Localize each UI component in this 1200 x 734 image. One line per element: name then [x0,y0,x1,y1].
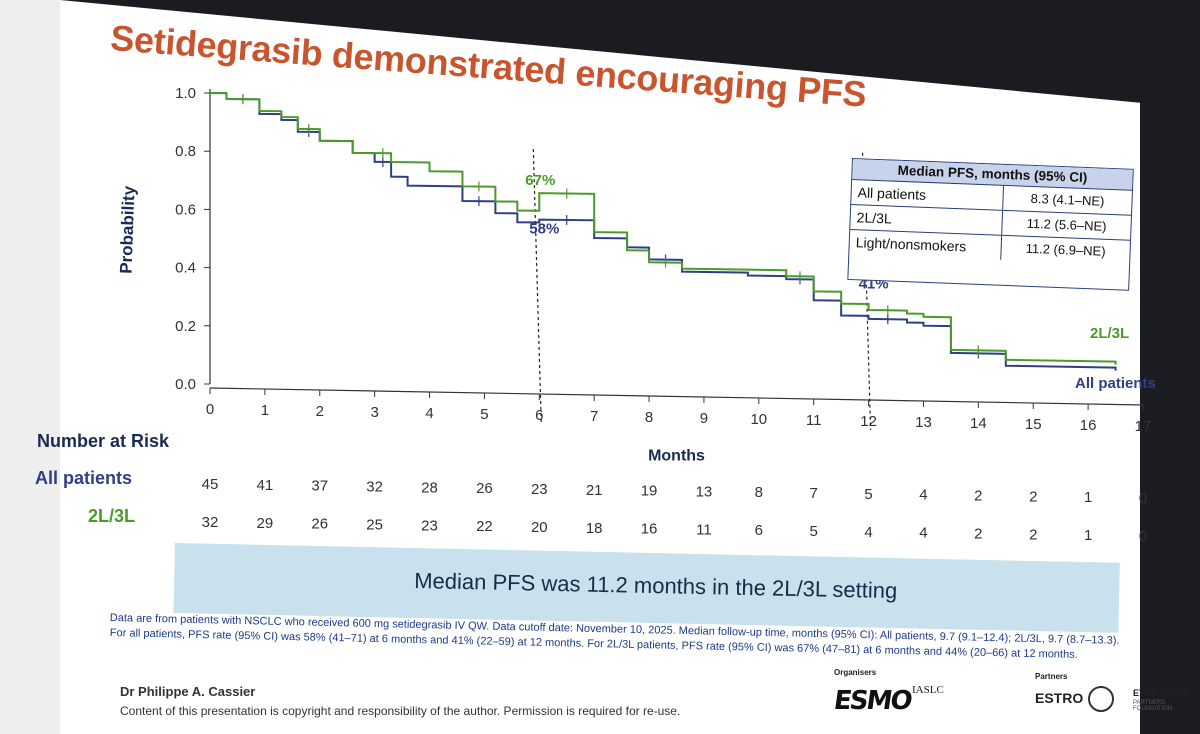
pfs-rate-label: 58% [529,221,559,238]
median-row-value: 8.3 (4.1–NE) [1030,190,1105,209]
logo-strip: Organisers Partners ESMO IASLC ESTRO ETO… [830,668,1190,728]
median-row-label: Light/nonsmokers [849,229,1003,260]
risk-count-all: 28 [421,479,438,496]
risk-count-all: 5 [864,486,872,503]
km-curve-2l-3l [209,92,1117,365]
x-tick-label: 3 [370,404,378,421]
risk-count-2l3l: 25 [366,516,383,533]
iaslc-logo: IASLC [912,684,944,696]
x-tick-label: 2 [316,403,324,420]
risk-count-2l3l: 18 [586,520,603,537]
median-row-value: 11.2 (6.9–NE) [1025,240,1106,259]
x-tick-label: 6 [535,407,543,424]
risk-count-all: 23 [531,481,548,498]
y-tick-label: 0.2 [175,318,196,335]
risk-count-2l3l: 16 [641,521,658,538]
risk-count-all: 0 [1139,490,1147,507]
risk-count-all: 2 [974,488,982,505]
reference-dashed-line [532,149,542,425]
risk-count-2l3l: 26 [311,516,328,533]
y-tick-label: 0.4 [175,260,196,277]
x-tick-label: 13 [915,414,932,431]
x-axis-label: Months [648,448,705,465]
etop-subtitle: PARTNERS FOUNDATION [1133,700,1173,712]
estro-logo: ESTRO [1035,690,1084,706]
risk-count-all: 26 [476,480,493,497]
y-tick-label: 0.0 [175,376,196,393]
risk-label-all: All patients [35,468,132,488]
risk-count-2l3l: 0 [1139,528,1147,545]
copyright-notice: Content of this presentation is copyrigh… [120,704,681,718]
risk-count-2l3l: 29 [257,515,274,532]
risk-count-2l3l: 2 [1029,526,1037,543]
y-axis-label: Probability [116,185,138,274]
projection-edge [0,0,60,734]
author-name: Dr Philippe A. Cassier [120,684,256,699]
median-row-value: 11.2 (5.6–NE) [1026,215,1107,234]
risk-count-all: 7 [810,485,818,502]
etop-logo: ETOP·IBCSG [1133,688,1189,698]
partners-label: Partners [1035,672,1068,681]
pfs-rate-label: 67% [525,172,555,189]
risk-count-all: 1 [1084,489,1092,506]
banner-text: Median PFS was 11.2 months in the 2L/3L … [414,568,898,604]
risk-count-2l3l: 4 [864,524,872,541]
x-tick-label: 11 [806,412,822,429]
x-tick-label: 10 [750,411,767,428]
x-tick-label: 9 [700,410,708,427]
y-tick-label: 0.8 [175,143,196,160]
organisers-label: Organisers [834,668,877,677]
risk-count-2l3l: 2 [974,526,982,543]
risk-count-all: 2 [1029,488,1037,505]
risk-count-all: 4 [919,487,927,504]
risk-count-2l3l: 22 [476,518,493,535]
risk-count-2l3l: 5 [810,523,818,540]
risk-count-all: 8 [755,484,763,501]
risk-count-2l3l: 6 [755,522,763,539]
reference-dashed-line [861,152,872,431]
risk-count-all: 19 [641,483,658,500]
risk-count-all: 45 [202,476,219,493]
x-tick-label: 7 [590,408,598,425]
risk-count-2l3l: 1 [1084,527,1092,544]
series-end-label: All patients [1075,375,1156,392]
x-tick-label: 0 [206,401,214,418]
risk-count-2l3l: 23 [421,517,438,534]
risk-count-all: 41 [257,477,274,494]
x-tick-label: 17 [1135,418,1152,435]
median-pfs-table: Median PFS, months (95% CI) All patients… [847,158,1134,291]
risk-count-all: 32 [366,478,383,495]
risk-label-2l3l: 2L/3L [88,506,135,526]
x-tick-label: 8 [645,409,653,426]
x-tick-label: 14 [970,415,987,432]
risk-count-all: 37 [311,478,328,495]
x-tick-label: 12 [860,413,877,430]
x-tick-label: 5 [480,406,488,423]
risk-count-2l3l: 11 [696,521,712,538]
risk-count-2l3l: 20 [531,519,548,536]
x-tick-label: 4 [425,405,433,422]
x-tick-label: 16 [1080,417,1097,434]
esmo-logo: ESMO [831,686,913,716]
risk-count-2l3l: 32 [202,514,219,531]
x-tick-label: 1 [261,402,269,419]
x-axis-line [209,387,1144,406]
y-tick-label: 1.0 [175,85,196,102]
risk-count-all: 21 [586,482,603,499]
y-tick-label: 0.6 [175,201,196,218]
risk-count-2l3l: 4 [919,525,927,542]
partner-circle-logo-icon [1088,686,1114,712]
x-tick-label: 15 [1025,416,1042,433]
series-end-label: 2L/3L [1090,325,1129,342]
risk-count-all: 13 [696,483,713,500]
risk-table-heading: Number at Risk [37,431,170,451]
